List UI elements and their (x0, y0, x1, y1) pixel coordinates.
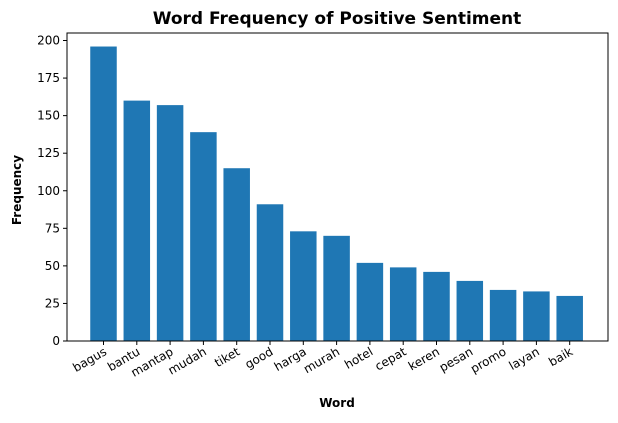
y-axis-label: Frequency (10, 155, 24, 225)
y-tick-label: 25 (45, 296, 60, 310)
bar-tiket (223, 168, 250, 341)
x-tick-label: murah (301, 344, 342, 376)
bars-group (90, 46, 583, 342)
bar-baik (556, 295, 583, 341)
x-tick-label: promo (468, 344, 508, 375)
x-tick-label: layan (507, 344, 542, 372)
y-tick-label: 175 (37, 71, 60, 85)
bar-hotel (356, 262, 384, 341)
x-tick-label: hotel (342, 344, 375, 371)
bar-bantu (123, 100, 151, 341)
y-tick-label: 100 (37, 184, 60, 198)
bar-keren (423, 271, 450, 341)
bar-cepat (389, 267, 417, 341)
bar-harga (290, 231, 317, 341)
x-tick-label: cepat (373, 344, 409, 373)
x-tick-label: baik (546, 344, 575, 369)
y-axis: 0 25 50 75 100 125 150 175 200 (37, 34, 67, 348)
x-tick-label: mudah (166, 344, 209, 377)
bar-mudah (190, 132, 217, 341)
x-tick-label: keren (406, 344, 442, 373)
y-tick-label: 75 (45, 221, 60, 235)
bar-promo (489, 289, 517, 341)
bar-layan (523, 291, 550, 341)
y-tick-label: 200 (37, 34, 60, 48)
y-tick-label: 50 (45, 259, 60, 273)
bar-mantap (156, 105, 184, 342)
chart-title: Word Frequency of Positive Sentiment (153, 9, 522, 29)
x-tick-label: good (243, 344, 276, 371)
y-tick-label: 125 (37, 146, 60, 160)
bar-pesan (456, 280, 484, 341)
x-axis-label: Word (319, 396, 355, 410)
x-tick-label: pesan (437, 344, 475, 374)
x-tick-label: tiket (212, 344, 242, 370)
bar-bagus (90, 46, 117, 342)
x-tick-label: bagus (70, 344, 109, 374)
bar-murah (323, 235, 350, 341)
bar-good (256, 204, 284, 341)
plot-frame (66, 32, 609, 342)
y-tick-label: 0 (52, 334, 60, 348)
y-tick-label: 150 (37, 109, 60, 123)
